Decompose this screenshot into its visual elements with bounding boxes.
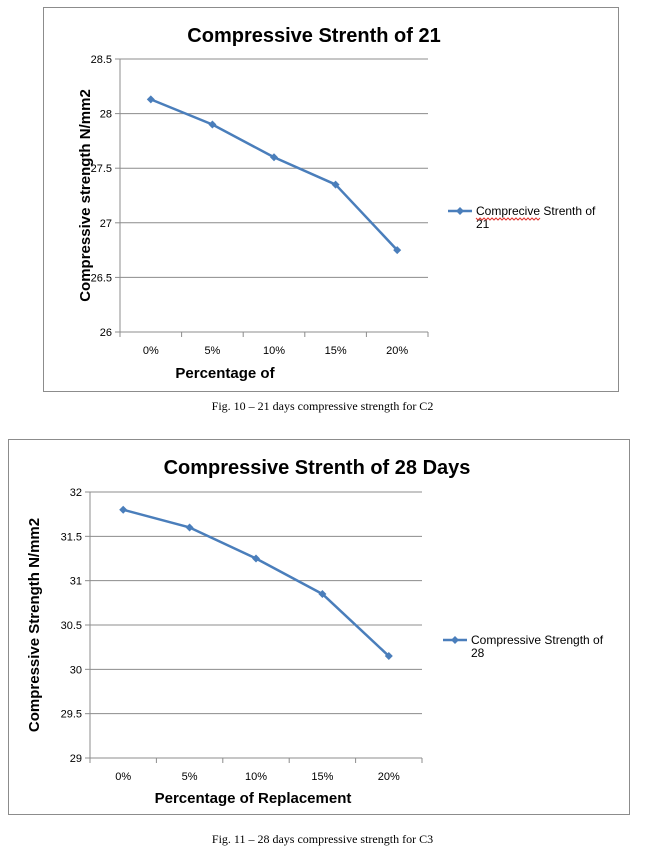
y-tick-label: 27 bbox=[100, 218, 112, 230]
x-tick-label: 5% bbox=[204, 345, 220, 357]
chart-2: Compressive Strenth of 28 Days 29 29.5 30 30… bbox=[8, 439, 630, 815]
chart-1-svg: Compressive Strenth of 21 26 26.5 27 27.5 28 2… bbox=[77, 25, 596, 382]
data-point bbox=[384, 652, 393, 661]
x-tick-label: 20% bbox=[378, 771, 400, 783]
x-tick-label: 0% bbox=[115, 771, 131, 783]
data-point bbox=[252, 554, 260, 563]
caption-2: Fig. 11 – 28 days compressive strength f… bbox=[211, 832, 434, 846]
x-tick-label: 0% bbox=[143, 345, 159, 357]
chart-2-svg: Compressive Strenth of 28 Days 29 29.5 30 30… bbox=[26, 457, 604, 807]
series-line bbox=[150, 98, 399, 251]
y-tick-label: 30.5 bbox=[61, 620, 82, 632]
y-tick-label: 27.5 bbox=[91, 163, 112, 175]
y-tick-label: 31.5 bbox=[61, 531, 82, 543]
x-axis-label: Percentage of Replacement bbox=[155, 790, 352, 807]
series-line bbox=[122, 508, 390, 657]
legend-label: Comprecive Strenth of 21 bbox=[476, 204, 596, 231]
y-tick-label: 29.5 bbox=[61, 709, 82, 721]
y-tick-label: 31 bbox=[70, 576, 82, 588]
y-tick-label: 30 bbox=[70, 664, 82, 676]
data-point bbox=[393, 246, 402, 255]
x-tick-label: 10% bbox=[263, 345, 285, 357]
y-tick-label: 32 bbox=[70, 487, 82, 499]
y-tick-label: 26 bbox=[100, 327, 112, 339]
data-point bbox=[331, 180, 340, 189]
x-tick-label: 15% bbox=[311, 771, 333, 783]
x-tick-label: 10% bbox=[245, 771, 267, 783]
chart-title: Compressive Strenth of 21 bbox=[187, 25, 440, 47]
x-axis-label: Percentage of bbox=[175, 365, 275, 382]
x-tick-label: 15% bbox=[325, 345, 347, 357]
y-tick-label: 28 bbox=[100, 109, 112, 121]
y-tick-label: 28.5 bbox=[91, 54, 112, 66]
y-tick-label: 26.5 bbox=[91, 272, 112, 284]
data-point bbox=[270, 153, 278, 162]
x-tick-label: 5% bbox=[182, 771, 198, 783]
y-axis-label: Compressive Strength N/mm2 bbox=[26, 518, 43, 732]
chart-1: Compressive Strenth of 21 26 26.5 27 27.5 28 2… bbox=[43, 7, 619, 392]
data-point bbox=[318, 589, 327, 598]
data-point bbox=[146, 95, 155, 104]
y-axis-label: Compressive strength N/mm2 bbox=[77, 89, 94, 302]
chart-title: Compressive Strenth of 28 Days bbox=[164, 457, 471, 479]
data-point bbox=[119, 505, 128, 514]
x-tick-label: 20% bbox=[386, 345, 408, 357]
spellcheck-underline bbox=[475, 217, 541, 221]
caption-1: Fig. 10 – 21 days compressive strength f… bbox=[211, 399, 434, 413]
legend-marker bbox=[456, 207, 464, 215]
legend-label: Compressive Strength of 28 bbox=[471, 633, 604, 660]
legend-marker bbox=[451, 636, 459, 644]
y-tick-label: 29 bbox=[70, 753, 82, 765]
data-point bbox=[185, 523, 194, 532]
data-point bbox=[208, 120, 217, 129]
